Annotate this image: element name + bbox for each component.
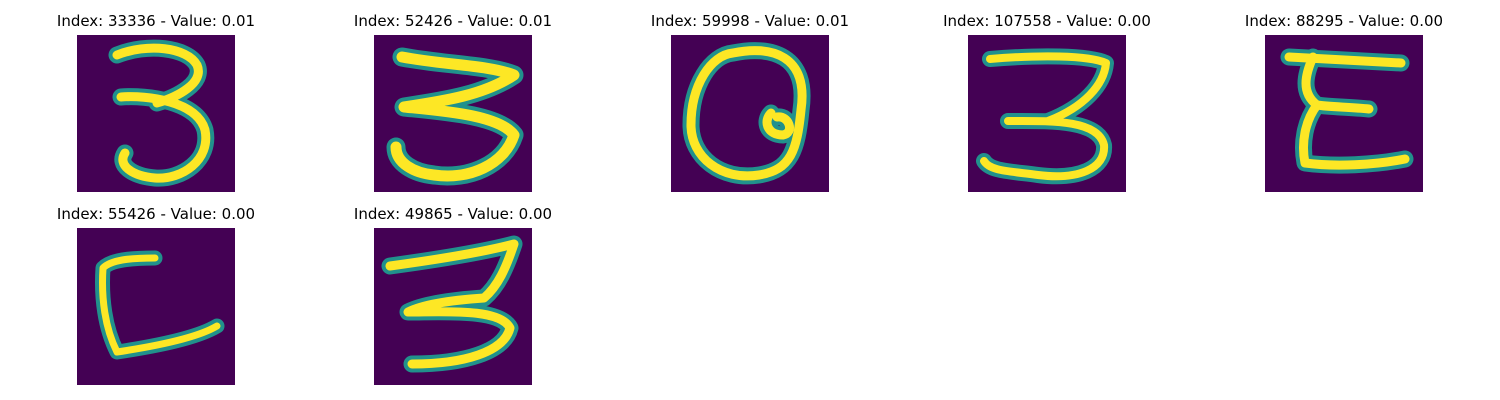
digit-glyph-2 bbox=[386, 47, 524, 186]
digit-image-7 bbox=[374, 228, 532, 385]
panel-title-2: Index: 52426 - Value: 0.01 bbox=[353, 12, 553, 30]
digit-glyph-4 bbox=[976, 48, 1114, 185]
panel-title-6: Index: 55426 - Value: 0.00 bbox=[56, 205, 256, 223]
digit-image-5 bbox=[1265, 35, 1423, 192]
digit-image-3 bbox=[671, 35, 829, 192]
panel-title-3: Index: 59998 - Value: 0.01 bbox=[650, 12, 850, 30]
panel-title-7: Index: 49865 - Value: 0.00 bbox=[353, 205, 553, 223]
digit-image-1 bbox=[77, 35, 235, 192]
panel-title-1: Index: 33336 - Value: 0.01 bbox=[56, 12, 256, 30]
digit-glyph-5 bbox=[1280, 48, 1414, 174]
panel-title-4: Index: 107558 - Value: 0.00 bbox=[943, 12, 1151, 30]
digit-glyph-1 bbox=[108, 39, 215, 187]
panel-title-5: Index: 88295 - Value: 0.00 bbox=[1244, 12, 1444, 30]
digit-image-2 bbox=[374, 35, 532, 192]
digit-glyph-3 bbox=[682, 42, 811, 185]
digit-image-6 bbox=[77, 228, 235, 385]
digit-glyph-7 bbox=[381, 235, 523, 373]
digit-glyph-6 bbox=[95, 250, 225, 360]
digit-image-4 bbox=[968, 35, 1126, 192]
